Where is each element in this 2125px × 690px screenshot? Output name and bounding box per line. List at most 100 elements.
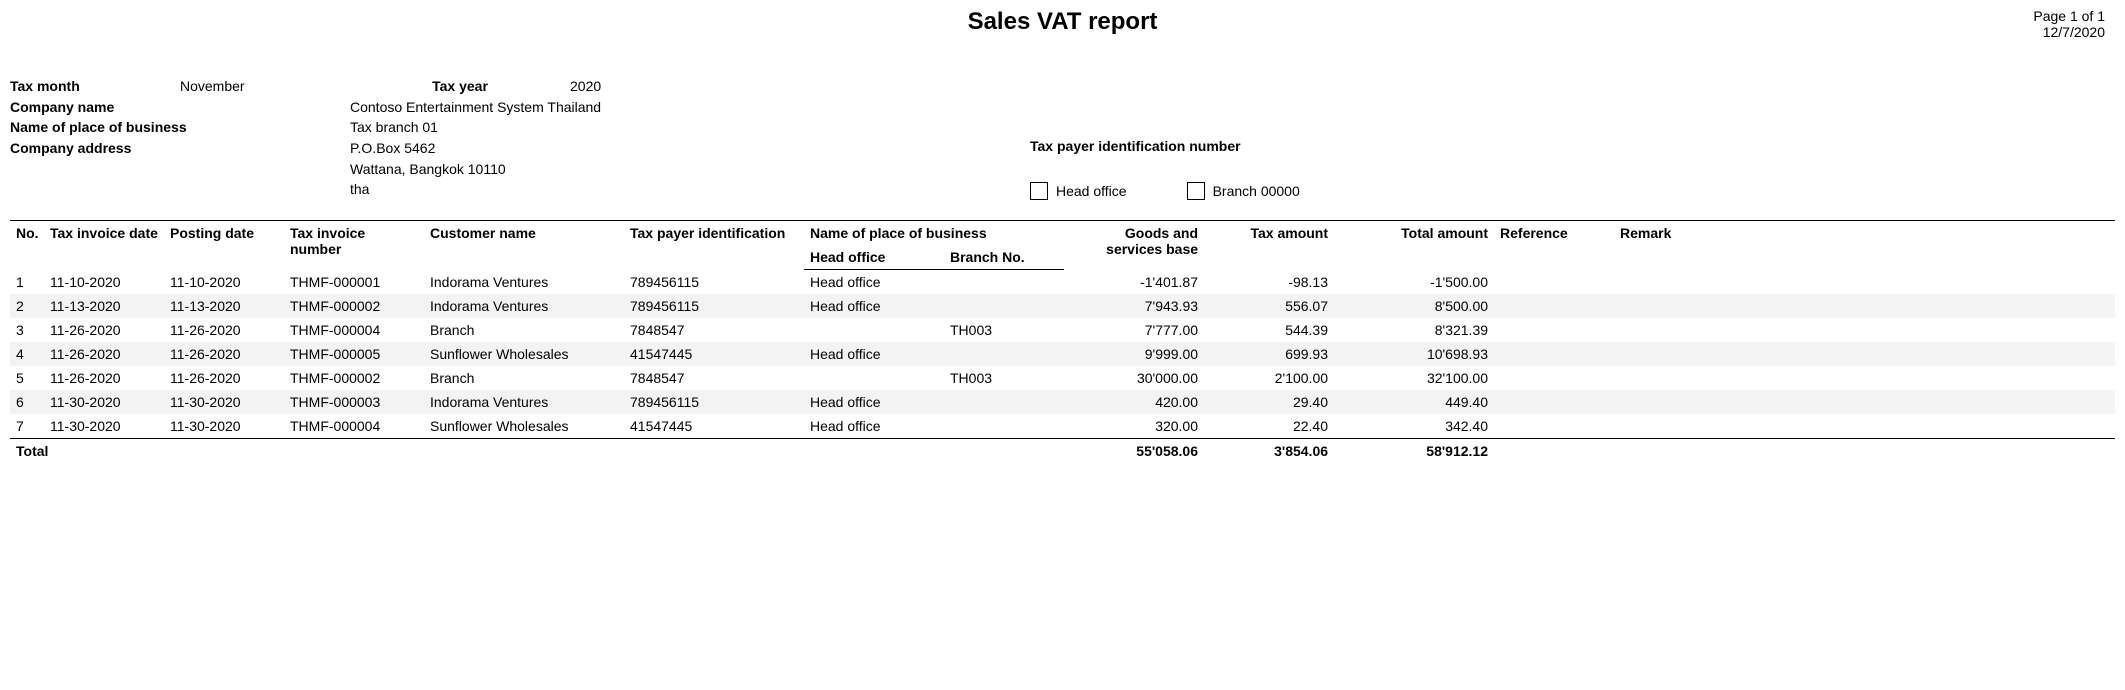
company-name-value: Contoso Entertainment System Thailand [350,99,770,115]
cell-remark [1614,270,2115,295]
head-office-checkbox[interactable] [1030,182,1048,200]
cell-no: 2 [10,294,44,318]
col-tax-invoice-number: Tax invoice number [284,221,424,270]
col-posting-date: Posting date [164,221,284,270]
cell-head_office [804,318,944,342]
col-place-group: Name of place of business [804,221,1064,246]
cell-head_office: Head office [804,342,944,366]
cell-posting_date: 11-13-2020 [164,294,284,318]
cell-no: 5 [10,366,44,390]
cell-customer_name: Sunflower Wholesales [424,342,624,366]
col-head-office: Head office [804,245,944,270]
cell-tax_invoice_date: 11-26-2020 [44,318,164,342]
cell-tax_invoice_date: 11-26-2020 [44,366,164,390]
total-goods-services-base: 55'058.06 [1064,439,1204,464]
col-tax-amount: Tax amount [1204,221,1334,270]
cell-head_office: Head office [804,414,944,439]
cell-tax_payer_identification: 41547445 [624,414,804,439]
cell-total_amount: 8'321.39 [1334,318,1494,342]
cell-no: 6 [10,390,44,414]
cell-tax_payer_identification: 789456115 [624,294,804,318]
cell-customer_name: Indorama Ventures [424,390,624,414]
cell-total_amount: 449.40 [1334,390,1494,414]
cell-customer_name: Branch [424,318,624,342]
vat-table: No. Tax invoice date Posting date Tax in… [10,220,2115,463]
cell-tax_amount: 2'100.00 [1204,366,1334,390]
company-address-line1: P.O.Box 5462 [350,140,770,156]
cell-tax_invoice_date: 11-30-2020 [44,414,164,439]
tax-month-value: November [180,78,350,94]
cell-head_office [804,366,944,390]
cell-remark [1614,318,2115,342]
cell-head_office: Head office [804,294,944,318]
cell-tax_invoice_number: THMF-000004 [284,414,424,439]
col-reference: Reference [1494,221,1614,270]
cell-tax_amount: 544.39 [1204,318,1334,342]
total-tax-amount: 3'854.06 [1204,439,1334,464]
cell-head_office: Head office [804,390,944,414]
cell-posting_date: 11-26-2020 [164,342,284,366]
branch-checkbox-label: Branch 00000 [1213,183,1300,199]
cell-total_amount: -1'500.00 [1334,270,1494,295]
cell-goods_services_base: 9'999.00 [1064,342,1204,366]
table-row: 311-26-202011-26-2020THMF-000004Branch78… [10,318,2115,342]
table-row: 111-10-202011-10-2020THMF-000001Indorama… [10,270,2115,295]
cell-customer_name: Indorama Ventures [424,294,624,318]
tin-label: Tax payer identification number [1030,138,1300,154]
cell-goods_services_base: 30'000.00 [1064,366,1204,390]
cell-tax_payer_identification: 789456115 [624,390,804,414]
cell-tax_amount: 699.93 [1204,342,1334,366]
cell-branch_no [944,342,1064,366]
report-info: Tax month November Tax year 2020 Company… [10,78,2115,200]
col-branch-no: Branch No. [944,245,1064,270]
cell-tax_payer_identification: 41547445 [624,342,804,366]
col-goods-services-base: Goods and services base [1064,221,1204,270]
cell-no: 4 [10,342,44,366]
cell-tax_invoice_number: THMF-000002 [284,294,424,318]
table-row: 511-26-202011-26-2020THMF-000002Branch78… [10,366,2115,390]
col-total-amount: Total amount [1334,221,1494,270]
cell-posting_date: 11-26-2020 [164,366,284,390]
tax-year-label: Tax year [350,78,570,94]
branch-checkbox[interactable] [1187,182,1205,200]
col-remark: Remark [1614,221,2115,270]
cell-posting_date: 11-30-2020 [164,414,284,439]
cell-no: 3 [10,318,44,342]
cell-total_amount: 10'698.93 [1334,342,1494,366]
cell-tax_amount: 29.40 [1204,390,1334,414]
cell-goods_services_base: 420.00 [1064,390,1204,414]
cell-no: 7 [10,414,44,439]
place-label: Name of place of business [10,119,350,135]
report-title: Sales VAT report [10,8,2115,36]
cell-reference [1494,414,1614,439]
cell-posting_date: 11-26-2020 [164,318,284,342]
cell-tax_invoice_date: 11-13-2020 [44,294,164,318]
cell-tax_invoice_number: THMF-000003 [284,390,424,414]
company-address-line3: tha [350,181,770,197]
cell-remark [1614,294,2115,318]
table-row: 611-30-202011-30-2020THMF-000003Indorama… [10,390,2115,414]
cell-tax_invoice_date: 11-26-2020 [44,342,164,366]
cell-tax_payer_identification: 7848547 [624,318,804,342]
cell-reference [1494,294,1614,318]
cell-reference [1494,270,1614,295]
cell-reference [1494,342,1614,366]
cell-tax_amount: -98.13 [1204,270,1334,295]
tax-year-value: 2020 [570,78,770,94]
cell-customer_name: Sunflower Wholesales [424,414,624,439]
cell-tax_invoice_number: THMF-000002 [284,366,424,390]
cell-tax_amount: 22.40 [1204,414,1334,439]
table-row: 211-13-202011-13-2020THMF-000002Indorama… [10,294,2115,318]
cell-remark [1614,366,2115,390]
cell-reference [1494,390,1614,414]
cell-tax_invoice_date: 11-30-2020 [44,390,164,414]
col-customer-name: Customer name [424,221,624,270]
company-address-label: Company address [10,140,180,156]
col-tax-payer-identification: Tax payer identification [624,221,804,270]
cell-total_amount: 8'500.00 [1334,294,1494,318]
cell-tax_invoice_date: 11-10-2020 [44,270,164,295]
table-row: 711-30-202011-30-2020THMF-000004Sunflowe… [10,414,2115,439]
cell-branch_no [944,270,1064,295]
page-meta: Page 1 of 1 12/7/2020 [2033,8,2105,40]
cell-reference [1494,318,1614,342]
